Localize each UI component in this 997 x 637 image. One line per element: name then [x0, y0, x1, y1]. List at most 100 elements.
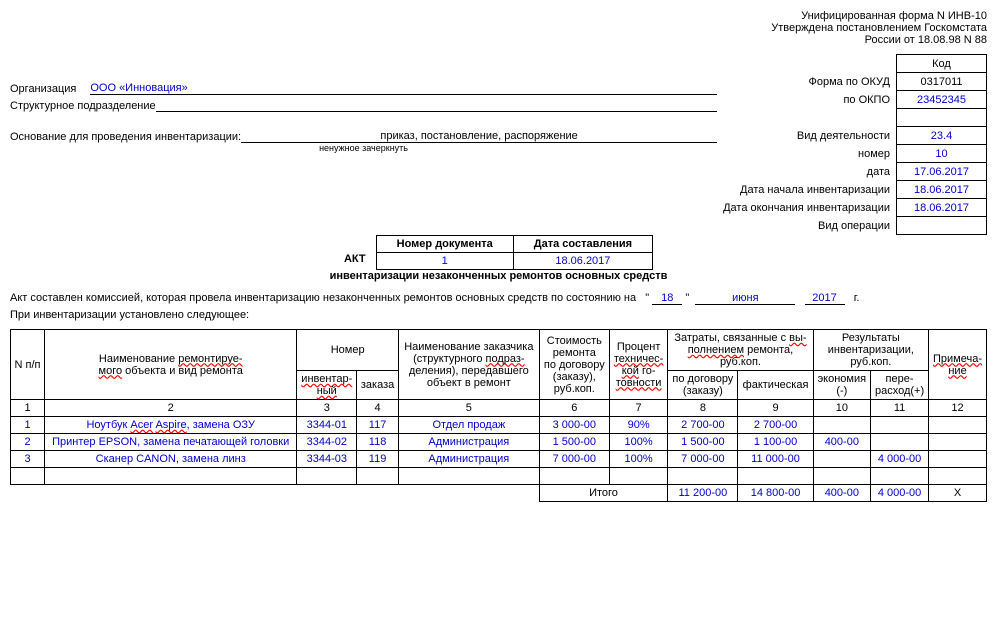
- note-line-1: Акт составлен комиссией, которая провела…: [10, 292, 987, 305]
- org-label: Организация: [10, 83, 76, 95]
- dept-label: Структурное подразделение: [10, 100, 156, 112]
- okpo-label: по ОКПО: [717, 91, 896, 109]
- cell: 1: [11, 417, 45, 434]
- cell: [871, 417, 929, 434]
- number-label: номер: [717, 145, 896, 163]
- inv-end-label: Дата окончания инвентаризации: [717, 199, 896, 217]
- cell: 117: [357, 417, 399, 434]
- kod-header: Код: [897, 55, 987, 73]
- note-month: июня: [695, 292, 795, 305]
- cell: [871, 434, 929, 451]
- cell: 100%: [609, 451, 667, 468]
- cell: 7 000-00: [539, 451, 609, 468]
- cell: 3: [11, 451, 45, 468]
- cell: 400-00: [813, 434, 870, 451]
- note-suffix: г.: [854, 292, 860, 304]
- op-type-label: Вид операции: [717, 217, 896, 235]
- totals-c10: 400-00: [813, 485, 870, 502]
- totals-c11: 4 000-00: [871, 485, 929, 502]
- cell: Администрация: [398, 451, 539, 468]
- cell: Ноутбук Acer Aspire, замена ОЗУ: [45, 417, 297, 434]
- cell: [813, 451, 870, 468]
- cell: Принтер EPSON, замена печатающей головки: [45, 434, 297, 451]
- empty-cell: [897, 109, 987, 127]
- main-table: N п/п Наименование ремонтируе-мого объек…: [10, 329, 987, 502]
- note-day: 18: [652, 292, 682, 305]
- th-results: Результатыинвентаризации,руб.коп.: [813, 330, 928, 371]
- totals-c12: X: [929, 485, 987, 502]
- totals-c8: 11 200-00: [668, 485, 738, 502]
- cell: 11 000-00: [738, 451, 813, 468]
- cell: 7 000-00: [668, 451, 738, 468]
- th-cost: Стоимостьремонтапо договору(заказу),руб.…: [539, 330, 609, 400]
- okud-label: Форма по ОКУД: [717, 73, 896, 91]
- activity-value: 23.4: [897, 127, 987, 145]
- cell: 3344-01: [297, 417, 357, 434]
- th-expenses: Затраты, связанные с вы-полнением ремонт…: [668, 330, 813, 371]
- header-line3: России от 18.08.98 N 88: [10, 34, 987, 46]
- th-number: Номер: [297, 330, 399, 371]
- th-economy: экономия(-): [813, 371, 870, 400]
- note-year: 2017: [805, 292, 845, 305]
- table-row: 3Сканер CANON, замена линз3344-03119Адми…: [11, 451, 987, 468]
- header-line1: Унифицированная форма N ИНВ-10: [10, 10, 987, 22]
- cell: Отдел продаж: [398, 417, 539, 434]
- th-order: заказа: [357, 371, 399, 400]
- inv-start-value: 18.06.2017: [897, 181, 987, 199]
- code-table: Код Форма по ОКУД0317011 по ОКПО23452345…: [717, 54, 987, 235]
- subtitle: инвентаризации незаконченных ремонтов ос…: [10, 270, 987, 282]
- cell: 3 000-00: [539, 417, 609, 434]
- header-line2: Утверждена постановлением Госкомстата: [10, 22, 987, 34]
- cell: 3344-02: [297, 434, 357, 451]
- doc-date-value: 18.06.2017: [513, 253, 652, 270]
- op-type-value: [897, 217, 987, 235]
- cell: Администрация: [398, 434, 539, 451]
- cell: 119: [357, 451, 399, 468]
- org-value: ООО «Инновация»: [90, 82, 717, 95]
- th-notes: Примеча-ние: [929, 330, 987, 400]
- colnum: 10: [813, 400, 870, 417]
- totals-label: Итого: [539, 485, 668, 502]
- date-value: 17.06.2017: [897, 163, 987, 181]
- table-row: 1Ноутбук Acer Aspire, замена ОЗУ3344-011…: [11, 417, 987, 434]
- th-inv: инвентар-ный: [297, 371, 357, 400]
- date-label: дата: [717, 163, 896, 181]
- inv-end-value: 18.06.2017: [897, 199, 987, 217]
- cell: [929, 417, 987, 434]
- th-name: Наименование ремонтируе-мого объекта и в…: [45, 330, 297, 400]
- cell: 4 000-00: [871, 451, 929, 468]
- colnum: 6: [539, 400, 609, 417]
- okud-value: 0317011: [897, 73, 987, 91]
- colnum: 11: [871, 400, 929, 417]
- colnum: 8: [668, 400, 738, 417]
- th-npp: N п/п: [11, 330, 45, 400]
- dept-value: [156, 99, 717, 112]
- strike-note: ненужное зачеркнуть: [10, 143, 717, 153]
- note-line-2: При инвентаризации установлено следующее…: [10, 309, 987, 321]
- cell: [813, 417, 870, 434]
- colnum: 2: [45, 400, 297, 417]
- akt-title: АКТ: [344, 253, 366, 265]
- basis-label: Основание для проведения инвентаризации:: [10, 131, 241, 143]
- cell: 90%: [609, 417, 667, 434]
- doc-num-value: 1: [376, 253, 513, 270]
- doc-num-label: Номер документа: [376, 236, 513, 253]
- cell: 1 500-00: [539, 434, 609, 451]
- cell: [929, 451, 987, 468]
- table-row: 2Принтер EPSON, замена печатающей головк…: [11, 434, 987, 451]
- colnum: 4: [357, 400, 399, 417]
- th-actual: фактическая: [738, 371, 813, 400]
- totals-c9: 14 800-00: [738, 485, 813, 502]
- cell: 1 100-00: [738, 434, 813, 451]
- colnum: 5: [398, 400, 539, 417]
- cell: 1 500-00: [668, 434, 738, 451]
- th-overrun: пере-расход(+): [871, 371, 929, 400]
- cell: 100%: [609, 434, 667, 451]
- colnum: 1: [11, 400, 45, 417]
- cell: 2: [11, 434, 45, 451]
- cell: Сканер CANON, замена линз: [45, 451, 297, 468]
- th-by-contract: по договору(заказу): [668, 371, 738, 400]
- doc-meta-table: Номер документа Дата составления 1 18.06…: [376, 235, 653, 270]
- okpo-value: 23452345: [897, 91, 987, 109]
- colnum: 9: [738, 400, 813, 417]
